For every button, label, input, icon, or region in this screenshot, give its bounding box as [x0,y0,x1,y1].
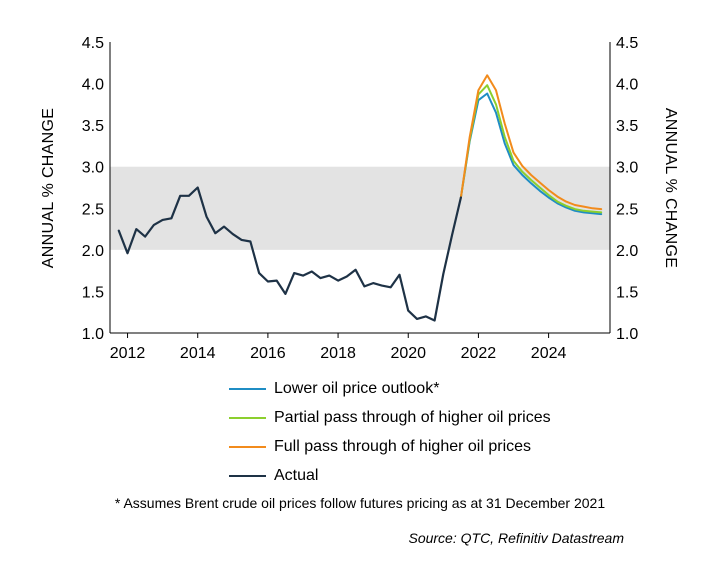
legend-swatch [229,445,266,448]
footnote: * Assumes Brent crude oil prices follow … [114,495,606,511]
legend-item: Actual [229,461,551,490]
x-tick-label: 2012 [110,345,146,362]
legend-swatch [229,474,266,477]
y-tick-left: 2.5 [82,201,104,218]
legend-label: Full pass through of higher oil prices [274,438,532,455]
y-tick-left: 1.0 [82,326,104,343]
y-tick-right: 3.5 [616,118,638,135]
y-tick-left: 3.5 [82,118,104,135]
y-axis-left-title: ANNUAL % CHANGE [40,108,57,268]
x-tick-label: 2018 [320,345,356,362]
target-band [110,166,610,250]
y-tick-left: 1.5 [82,284,104,301]
x-tick-label: 2024 [531,345,567,362]
legend-item: Partial pass through of higher oil price… [229,403,551,432]
source-note: Source: QTC, Refinitiv Datastream [408,530,624,546]
series-line-0 [459,92,603,216]
y-tick-left: 2.0 [82,243,104,260]
x-tick-label: 2016 [250,345,286,362]
y-tick-right: 2.0 [616,243,638,260]
legend-swatch [229,416,266,419]
y-tick-right: 4.0 [616,77,638,94]
legend-item: Lower oil price outlook* [229,374,551,403]
series-line-3 [117,186,462,322]
legend-label: Lower oil price outlook* [274,380,440,397]
legend-item: Full pass through of higher oil prices [229,432,551,461]
y-axis-right-title: ANNUAL % CHANGE [662,108,679,268]
y-tick-right: 1.0 [616,326,638,343]
y-tick-left: 3.0 [82,160,104,177]
y-tick-right: 4.5 [616,35,638,52]
legend: Lower oil price outlook* Partial pass thr… [229,374,551,490]
series-line-1 [459,84,603,214]
x-tick-label: 2014 [180,345,216,362]
y-tick-left: 4.5 [82,35,104,52]
y-tick-left: 4.0 [82,77,104,94]
series-line-2 [459,74,603,211]
x-tick-label: 2022 [461,345,497,362]
legend-label: Partial pass through of higher oil price… [274,409,551,426]
y-tick-right: 1.5 [616,284,638,301]
y-tick-right: 3.0 [616,160,638,177]
y-tick-right: 2.5 [616,201,638,218]
legend-label: Actual [274,467,319,484]
x-tick-label: 2020 [390,345,426,362]
legend-swatch [229,387,266,390]
